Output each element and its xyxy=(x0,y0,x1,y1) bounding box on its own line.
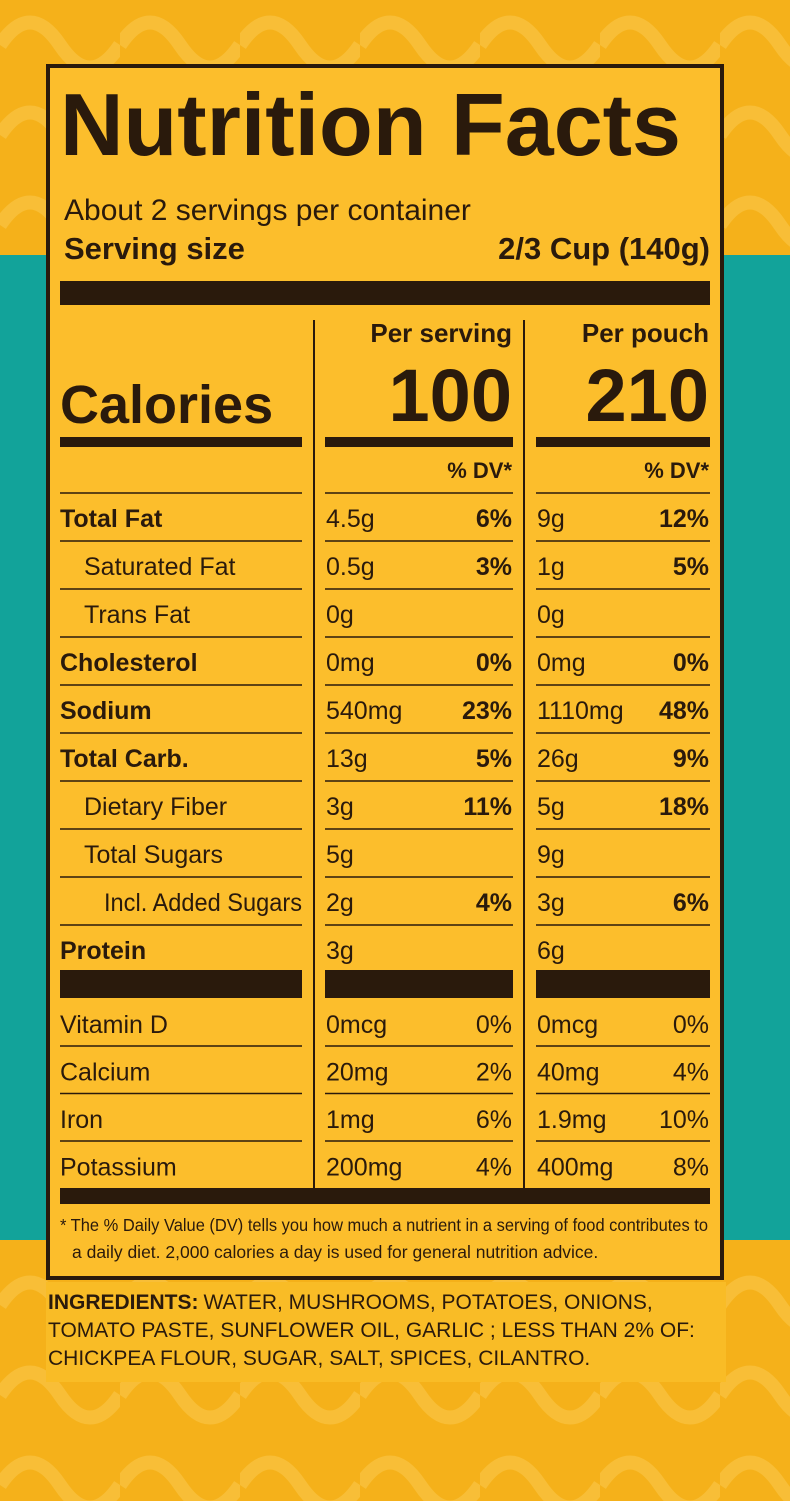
amount: 0g xyxy=(537,601,565,629)
daily-value: 0% xyxy=(673,649,709,677)
daily-value: 8% xyxy=(673,1154,709,1182)
nutrient-name: Incl. Added Sugars xyxy=(104,889,302,917)
nutrient-name: Protein xyxy=(60,937,146,965)
dv-header: % DV* xyxy=(447,458,512,483)
amount: 0mg xyxy=(326,649,375,677)
column-header: Per pouch xyxy=(582,318,709,348)
footnote: * The % Daily Value (DV) tells you how m… xyxy=(60,1215,708,1235)
nutrient-name: Sodium xyxy=(60,697,152,725)
dv-header: % DV* xyxy=(644,458,709,483)
column-header: Per serving xyxy=(370,318,512,348)
ingredients-box xyxy=(46,1282,726,1382)
nutrient-name: Trans Fat xyxy=(84,601,190,629)
ingredients-text: WATER, MUSHROOMS, POTATOES, ONIONS, xyxy=(204,1291,653,1314)
amount: 0mcg xyxy=(537,1011,598,1039)
nutrient-name: Total Fat xyxy=(60,505,163,533)
amount: 4.5g xyxy=(326,505,375,533)
amount: 3g xyxy=(537,889,565,917)
content: Nutrition Facts About 2 servings per cont… xyxy=(48,75,710,1370)
amount: 9g xyxy=(537,841,565,869)
daily-value: 23% xyxy=(462,697,512,725)
amount: 1mg xyxy=(326,1106,375,1134)
amount: 1.9mg xyxy=(537,1106,606,1134)
daily-value: 5% xyxy=(476,745,512,773)
nutrient-name: Vitamin D xyxy=(60,1011,168,1039)
title: Nutrition Facts xyxy=(60,75,681,174)
amount: 400mg xyxy=(537,1154,613,1182)
daily-value: 6% xyxy=(476,1106,512,1134)
calories-value: 210 xyxy=(586,354,709,437)
rule xyxy=(60,437,302,447)
amount: 0.5g xyxy=(326,553,375,581)
teal-band xyxy=(718,255,790,1240)
daily-value: 6% xyxy=(673,889,709,917)
footnote: a daily diet. 2,000 calories a day is us… xyxy=(72,1242,598,1262)
ingredients-line: TOMATO PASTE, SUNFLOWER OIL, GARLIC ; LE… xyxy=(48,1319,695,1342)
daily-value: 5% xyxy=(673,553,709,581)
teal-band xyxy=(0,255,52,1240)
nutrient-name: Cholesterol xyxy=(60,649,198,677)
daily-value: 4% xyxy=(476,889,512,917)
nutrient-name: Calcium xyxy=(60,1059,150,1087)
daily-value: 12% xyxy=(659,505,709,533)
amount: 3g xyxy=(326,793,354,821)
nutrient-name: Potassium xyxy=(60,1154,177,1182)
amount: 0g xyxy=(326,601,354,629)
nutrient-name: Iron xyxy=(60,1106,103,1134)
nutrient-name: Total Carb. xyxy=(60,745,189,773)
daily-value: 48% xyxy=(659,697,709,725)
serving-size-label: Serving size xyxy=(64,231,245,266)
nutrient-name: Total Sugars xyxy=(84,841,223,869)
rule xyxy=(536,970,710,998)
rule xyxy=(325,437,513,447)
amount: 6g xyxy=(537,937,565,965)
amount: 3g xyxy=(326,937,354,965)
nutrient-name: Dietary Fiber xyxy=(84,793,227,821)
ingredients-line: CHICKPEA FLOUR, SUGAR, SALT, SPICES, CIL… xyxy=(48,1347,590,1370)
rule xyxy=(536,437,710,447)
amount: 13g xyxy=(326,745,368,773)
label-box xyxy=(46,64,724,1280)
ingredients-label: INGREDIENTS: xyxy=(48,1291,199,1314)
amount: 0mcg xyxy=(326,1011,387,1039)
calories-label: Calories xyxy=(60,375,273,435)
daily-value: 0% xyxy=(476,649,512,677)
amount: 0mg xyxy=(537,649,586,677)
rule xyxy=(325,970,513,998)
amount: 1110mg xyxy=(537,697,624,725)
calories-value: 100 xyxy=(389,354,512,437)
amount: 540mg xyxy=(326,697,402,725)
thick-rule xyxy=(60,1188,710,1204)
amount: 5g xyxy=(326,841,354,869)
amount: 9g xyxy=(537,505,565,533)
daily-value: 10% xyxy=(659,1106,709,1134)
ingredients-line: INGREDIENTS: WATER, MUSHROOMS, POTATOES, … xyxy=(48,1291,653,1314)
daily-value: 18% xyxy=(659,793,709,821)
nutrient-name: Saturated Fat xyxy=(84,553,236,581)
amount: 200mg xyxy=(326,1154,402,1182)
amount: 40mg xyxy=(537,1059,600,1087)
daily-value: 4% xyxy=(673,1059,709,1087)
serving-size-value: 2/3 Cup (140g) xyxy=(498,231,710,266)
amount: 2g xyxy=(326,889,354,917)
thick-rule xyxy=(60,281,710,305)
daily-value: 0% xyxy=(476,1011,512,1039)
amount: 5g xyxy=(537,793,565,821)
daily-value: 0% xyxy=(673,1011,709,1039)
amount: 1g xyxy=(537,553,565,581)
daily-value: 4% xyxy=(476,1154,512,1182)
amount: 26g xyxy=(537,745,579,773)
daily-value: 2% xyxy=(476,1059,512,1087)
daily-value: 3% xyxy=(476,553,512,581)
rule xyxy=(60,970,302,998)
daily-value: 9% xyxy=(673,745,709,773)
daily-value: 6% xyxy=(476,505,512,533)
amount: 20mg xyxy=(326,1059,389,1087)
daily-value: 11% xyxy=(463,793,512,821)
servings: About 2 servings per container xyxy=(64,194,471,227)
